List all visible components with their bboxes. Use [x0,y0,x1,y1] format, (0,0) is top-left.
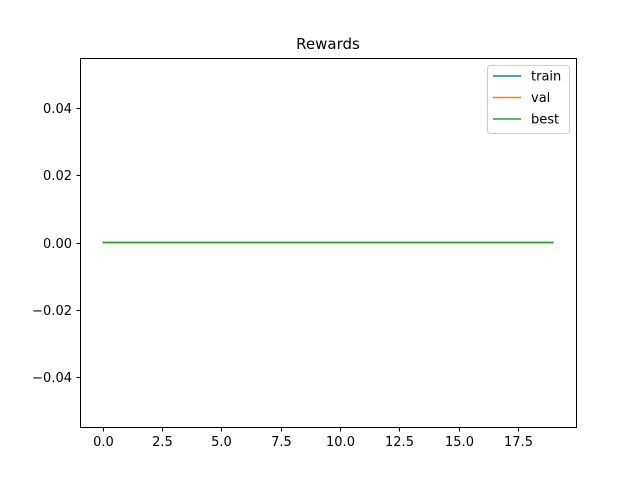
x-tick-label: 2.5 [152,435,173,450]
y-tick-label: 0.04 [43,102,72,117]
x-tick-label: 0.0 [93,435,114,450]
x-axis: 0.0 2.5 5.0 7.5 10.0 12.5 15.0 17.5 [93,427,533,450]
x-tick-label: 17.5 [504,435,533,450]
x-tick-label: 15.0 [445,435,474,450]
legend-box [487,65,570,134]
y-tick-label: −0.02 [32,304,72,319]
legend-item-train: train [493,70,561,85]
x-tick-label: 5.0 [211,435,232,450]
legend-label: best [531,113,559,128]
legend-item-val: val [493,91,550,106]
y-axis: −0.04 −0.02 0.00 0.02 0.04 [32,102,81,386]
chart-title: Rewards [296,35,360,53]
legend-item-best: best [493,113,559,128]
legend: train val best [487,65,570,134]
legend-label: train [531,70,561,85]
x-tick-label: 10.0 [326,435,355,450]
legend-label: val [531,91,550,106]
y-tick-label: −0.04 [32,371,72,386]
y-tick-label: 0.00 [43,237,72,252]
y-tick-label: 0.02 [43,169,72,184]
x-tick-label: 12.5 [385,435,414,450]
x-tick-label: 7.5 [271,435,292,450]
